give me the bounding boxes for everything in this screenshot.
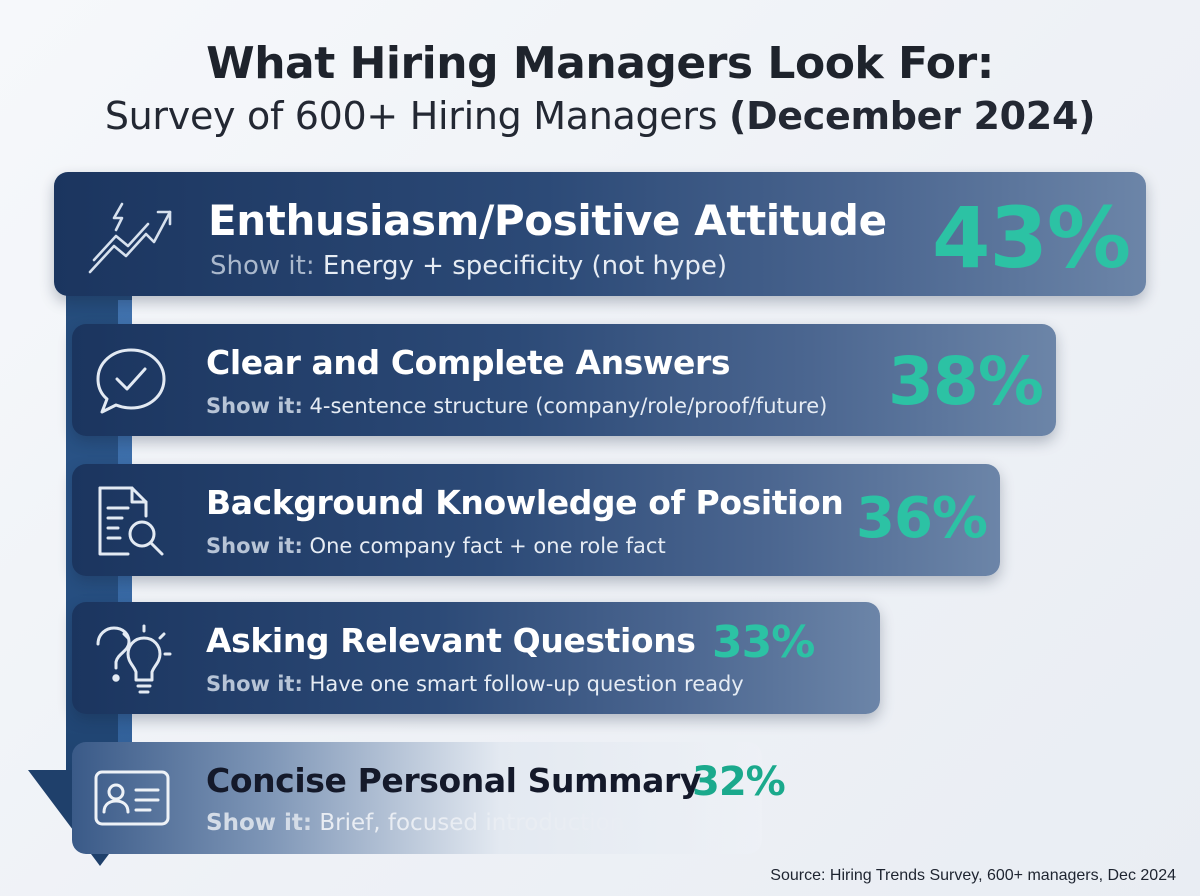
bar-label-5: Concise Personal Summary: [206, 761, 701, 800]
bar-value-3: 36%: [856, 486, 988, 551]
chart-title: What Hiring Managers Look For:: [206, 38, 994, 89]
tip-prefix: Show it:: [206, 810, 313, 836]
bar-card-4: Asking Relevant Questions Show it: Have …: [72, 602, 880, 714]
bar-label-1: Enthusiasm/Positive Attitude: [208, 196, 887, 245]
tip-text: Brief, focused introduction: [319, 810, 625, 836]
bar-tip-2: Show it: 4-sentence structure (company/r…: [206, 392, 827, 420]
tip-prefix: Show it:: [206, 672, 303, 696]
question-bulb-icon: [92, 622, 176, 696]
bar-value-4: 33%: [712, 617, 815, 668]
chat-check-icon: [92, 344, 170, 418]
tip-prefix: Show it:: [206, 394, 303, 418]
chart-subtitle: Survey of 600+ Hiring Managers (December…: [0, 90, 1200, 142]
bar-tip-1: Show it: Energy + specificity (not hype): [210, 250, 727, 282]
bar-tip-5: Show it: Brief, focused introduction: [206, 808, 624, 838]
tip-prefix: Show it:: [206, 534, 303, 558]
subtitle-text: Survey of 600+ Hiring Managers: [104, 94, 718, 138]
tip-text: Energy + specificity (not hype): [322, 251, 728, 281]
bar-value-2: 38%: [888, 343, 1044, 420]
id-card-icon: [92, 762, 172, 832]
document-search-icon: [92, 484, 170, 560]
tip-text: Have one smart follow-up question ready: [309, 672, 744, 696]
tip-text: 4-sentence structure (company/role/proof…: [309, 394, 828, 418]
bar-value-1: 43%: [932, 189, 1131, 287]
bar-value-5: 32%: [692, 759, 786, 805]
bar-label-4: Asking Relevant Questions: [206, 621, 696, 660]
subtitle-date: (December 2024): [729, 94, 1096, 138]
lightning-trend-icon: [86, 198, 176, 278]
bar-card-2: Clear and Complete Answers Show it: 4-se…: [72, 324, 1056, 436]
tip-text: One company fact + one role fact: [309, 534, 666, 558]
bar-card-3: Background Knowledge of Position Show it…: [72, 464, 1000, 576]
bar-tip-4: Show it: Have one smart follow-up questi…: [206, 670, 744, 698]
bar-label-3: Background Knowledge of Position: [206, 483, 844, 522]
bar-tip-3: Show it: One company fact + one role fac…: [206, 532, 666, 560]
bar-label-2: Clear and Complete Answers: [206, 343, 731, 382]
bar-card-5: Concise Personal Summary Show it: Brief,…: [72, 742, 786, 854]
tip-prefix: Show it:: [210, 251, 315, 281]
bar-card-1: Enthusiasm/Positive Attitude Show it: En…: [54, 172, 1146, 296]
source-note: Source: Hiring Trends Survey, 600+ manag…: [770, 867, 1176, 884]
